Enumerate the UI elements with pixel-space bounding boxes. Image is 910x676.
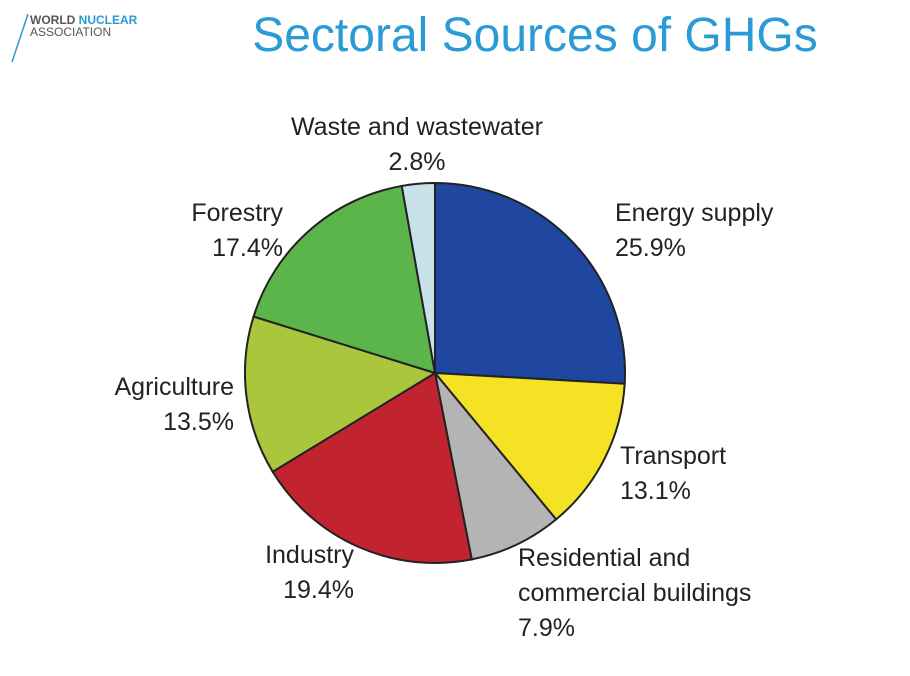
slice-label: Residential and commercial buildings 7.9% [518,541,808,646]
pie-slice [400,181,436,374]
pie-slice [252,184,437,375]
pie-slice [434,372,558,561]
category-label: Transport [620,442,727,470]
logo-word: ASSOCIATION [30,25,112,39]
pie-slice [434,181,626,385]
value-label: 17.4% [212,234,283,262]
slice-label: Waste and wastewater 2.8% [267,110,567,180]
value-label: 7.9% [518,614,575,642]
pie-slice [244,315,438,474]
category-label: Waste and wastewater [291,113,543,141]
category-label: Residential and commercial buildings [518,544,752,607]
category-label: Agriculture [114,373,235,401]
slice-label: Transport 13.1% [620,439,820,509]
category-label: Forestry [191,199,283,227]
value-label: 19.4% [283,576,354,604]
value-label: 2.8% [388,148,446,176]
slice-label: Energy supply 25.9% [615,196,875,266]
value-label: 25.9% [615,234,686,262]
slice-label: Agriculture 13.5% [34,370,235,440]
category-label: Industry [265,541,354,569]
logo: WORLD NUCLEAR ASSOCIATION [30,14,137,38]
pie-slice [271,371,473,564]
value-label: 13.1% [620,477,691,505]
logo-word: NUCLEAR [78,13,138,27]
value-label: 13.5% [163,408,234,436]
slice-label: Industry 19.4% [154,538,354,608]
logo-word: WORLD [30,13,76,27]
slice-label: Forestry 17.4% [83,196,283,266]
pie-slice [432,371,626,521]
logo-slash [11,13,29,63]
category-label: Energy supply [615,199,774,227]
chart-title: Sectoral Sources of GHGs [252,9,818,62]
